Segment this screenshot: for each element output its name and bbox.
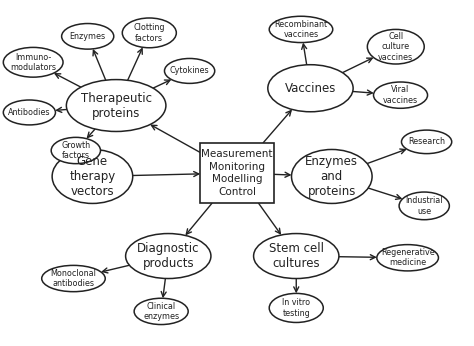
Text: In vitro
testing: In vitro testing	[282, 298, 310, 318]
Ellipse shape	[374, 82, 428, 108]
Ellipse shape	[269, 16, 333, 43]
Text: Therapeutic
proteins: Therapeutic proteins	[81, 92, 152, 119]
Ellipse shape	[164, 58, 215, 83]
Text: Clinical
enzymes: Clinical enzymes	[143, 302, 179, 321]
Ellipse shape	[399, 192, 449, 220]
Ellipse shape	[42, 265, 105, 292]
Ellipse shape	[62, 24, 114, 49]
Ellipse shape	[377, 245, 438, 271]
Text: Immuno-
modulators: Immuno- modulators	[10, 53, 56, 72]
FancyBboxPatch shape	[200, 143, 274, 203]
Text: Industrial
use: Industrial use	[405, 196, 443, 216]
Ellipse shape	[51, 137, 100, 164]
Ellipse shape	[66, 80, 166, 131]
Text: Growth
factors: Growth factors	[61, 141, 91, 160]
Text: Measurement
Monitoring
Modelling
Control: Measurement Monitoring Modelling Control	[201, 149, 273, 197]
Ellipse shape	[52, 149, 133, 203]
Ellipse shape	[134, 298, 188, 325]
Text: Monoclonal
antibodies: Monoclonal antibodies	[51, 269, 96, 288]
Text: Enzymes: Enzymes	[70, 32, 106, 41]
Text: Cell
culture
vaccines: Cell culture vaccines	[378, 32, 413, 62]
Text: Diagnostic
products: Diagnostic products	[137, 242, 200, 270]
Text: Regenerative
medicine: Regenerative medicine	[381, 248, 435, 267]
Text: Viral
vaccines: Viral vaccines	[383, 85, 418, 105]
Ellipse shape	[3, 47, 63, 77]
Text: Clotting
factors: Clotting factors	[134, 23, 165, 43]
Ellipse shape	[122, 18, 176, 48]
Text: Vaccines: Vaccines	[285, 82, 336, 95]
Text: Gene
therapy
vectors: Gene therapy vectors	[69, 155, 116, 198]
Text: Research: Research	[408, 137, 445, 146]
Text: Cytokines: Cytokines	[170, 66, 210, 75]
Ellipse shape	[367, 29, 424, 64]
Ellipse shape	[126, 234, 211, 279]
Ellipse shape	[269, 293, 323, 322]
Ellipse shape	[292, 149, 372, 203]
Ellipse shape	[254, 234, 339, 279]
Ellipse shape	[401, 130, 452, 154]
Ellipse shape	[3, 100, 55, 125]
Text: Enzymes
and
proteins: Enzymes and proteins	[305, 155, 358, 198]
Text: Antibodies: Antibodies	[8, 108, 51, 117]
Text: Stem cell
cultures: Stem cell cultures	[269, 242, 324, 270]
Ellipse shape	[268, 65, 353, 112]
Text: Recombinant
vaccines: Recombinant vaccines	[274, 20, 328, 39]
